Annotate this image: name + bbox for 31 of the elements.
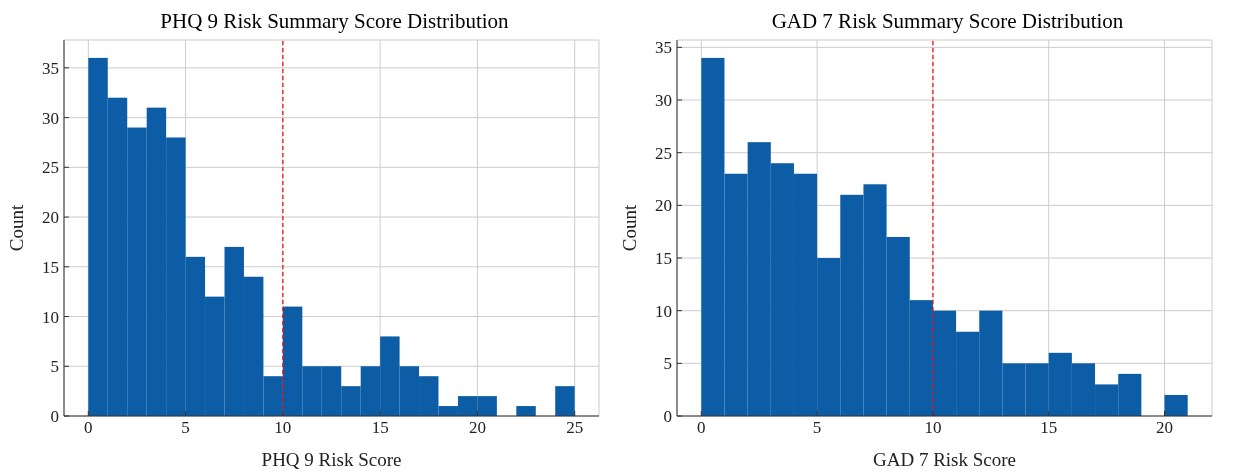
x-tick-label: 20 bbox=[1156, 418, 1174, 438]
x-tick-label: 10 bbox=[274, 418, 292, 438]
x-tick-label: 15 bbox=[371, 418, 389, 438]
x-tick-label: 5 bbox=[812, 418, 822, 438]
x-tick-label: 15 bbox=[1040, 418, 1058, 438]
y-tick-label: 25 bbox=[655, 143, 672, 163]
x-tick-label: 25 bbox=[566, 418, 584, 438]
y-tick-label: 25 bbox=[42, 158, 59, 178]
x-tick-label: 0 bbox=[84, 418, 93, 438]
y-tick-label: 10 bbox=[42, 307, 59, 327]
y-tick-label: 35 bbox=[655, 38, 672, 58]
x-tick-label: 20 bbox=[468, 418, 486, 438]
y-tick-label: 20 bbox=[655, 196, 672, 216]
y-tick-label: 20 bbox=[42, 208, 59, 228]
y-tick-label: 5 bbox=[50, 357, 59, 377]
x-tick-label: 10 bbox=[924, 418, 942, 438]
y-tick-label: 15 bbox=[655, 249, 672, 269]
y-tick-label: 30 bbox=[42, 108, 59, 128]
x-tick-label: 0 bbox=[697, 418, 706, 438]
y-tick-label: 30 bbox=[655, 91, 672, 111]
x-axis-title: GAD 7 Risk Score bbox=[872, 449, 1017, 470]
x-axis-title: PHQ 9 Risk Score bbox=[261, 449, 402, 470]
y-axis-title: Count bbox=[618, 204, 640, 252]
chart-title: GAD 7 Risk Summary Score Distribution bbox=[770, 8, 1125, 34]
y-axis-title: Count bbox=[5, 204, 27, 252]
y-tick-label: 15 bbox=[42, 257, 59, 277]
y-tick-label: 5 bbox=[663, 354, 672, 374]
y-tick-label: 35 bbox=[42, 58, 59, 78]
x-tick-label: 5 bbox=[181, 418, 190, 438]
y-tick-label: 10 bbox=[655, 301, 672, 321]
chart-title: PHQ 9 Risk Summary Score Distribution bbox=[159, 8, 510, 34]
